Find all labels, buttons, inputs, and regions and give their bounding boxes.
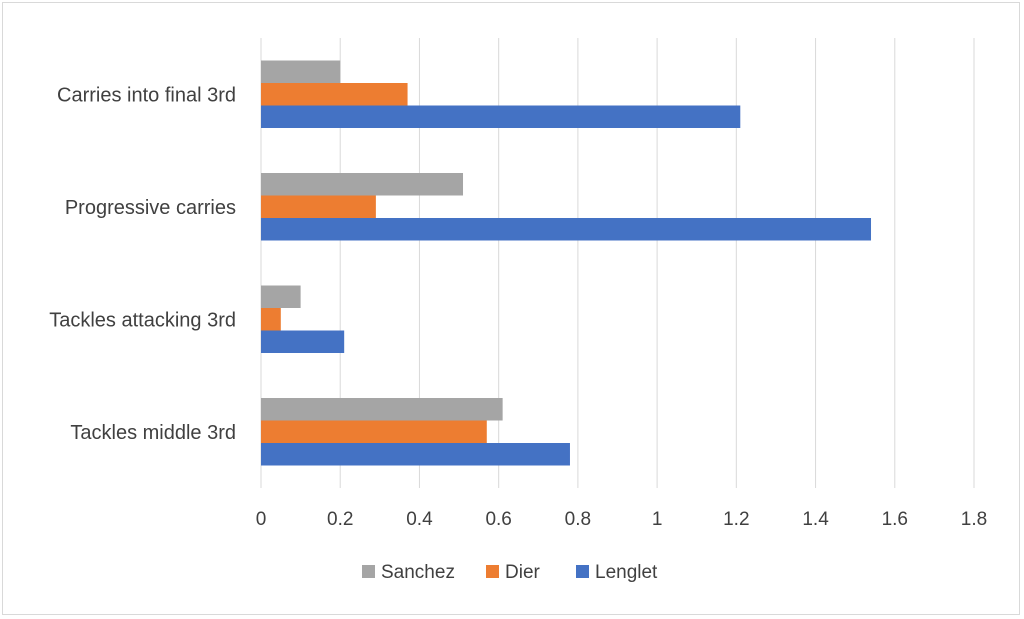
- x-tick-label: 1: [652, 509, 663, 530]
- x-tick-label: 0.2: [327, 509, 353, 530]
- x-tick-label: 0: [256, 509, 267, 530]
- bar-dier-progressive-carries: [261, 195, 376, 218]
- bar-dier-tackles-middle-3rd: [261, 420, 487, 443]
- x-tick-label: 0.6: [485, 509, 511, 530]
- bar-dier-carries-into-final-3rd: [261, 83, 408, 106]
- bar-dier-tackles-attacking-3rd: [261, 308, 281, 331]
- x-tick-label: 1.2: [723, 509, 749, 530]
- bar-lenglet-tackles-attacking-3rd: [261, 330, 345, 353]
- category-label: Carries into final 3rd: [57, 84, 236, 106]
- legend-label-dier: Dier: [505, 562, 541, 583]
- category-label: Progressive carries: [65, 197, 236, 219]
- bar-sanchez-tackles-middle-3rd: [261, 398, 503, 421]
- bar-lenglet-progressive-carries: [261, 218, 872, 241]
- bar-lenglet-carries-into-final-3rd: [261, 105, 741, 128]
- category-label: Tackles attacking 3rd: [49, 309, 236, 331]
- bar-sanchez-tackles-attacking-3rd: [261, 285, 301, 308]
- legend-swatch-dier: [486, 565, 499, 578]
- x-tick-label: 1.8: [961, 509, 987, 530]
- bar-sanchez-carries-into-final-3rd: [261, 60, 341, 83]
- x-tick-label: 0.8: [565, 509, 591, 530]
- x-tick-label: 0.4: [406, 509, 433, 530]
- bar-lenglet-tackles-middle-3rd: [261, 443, 570, 466]
- legend-label-sanchez: Sanchez: [381, 562, 455, 583]
- bar-sanchez-progressive-carries: [261, 173, 464, 196]
- category-label: Tackles middle 3rd: [70, 422, 236, 444]
- legend-swatch-sanchez: [362, 565, 375, 578]
- x-tick-label: 1.6: [882, 509, 908, 530]
- x-tick-label: 1.4: [802, 509, 829, 530]
- legend-swatch-lenglet: [576, 565, 589, 578]
- legend-label-lenglet: Lenglet: [595, 562, 658, 583]
